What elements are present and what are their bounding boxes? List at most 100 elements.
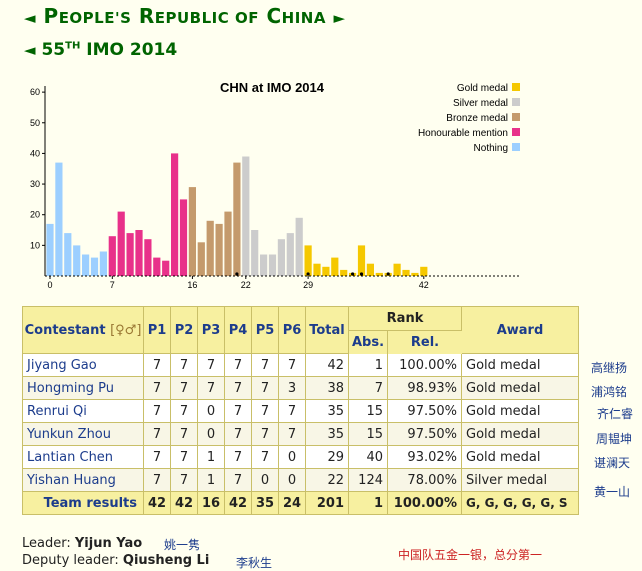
header-p2[interactable]: P2: [171, 307, 198, 354]
bar: [144, 239, 152, 276]
problem-score: 7: [225, 469, 252, 492]
deputy-name: Qiusheng Li: [122, 553, 210, 568]
problem-score: 7: [252, 423, 279, 446]
header-award[interactable]: Award: [462, 307, 578, 354]
y-tick-label: 40: [30, 148, 40, 158]
bar: [82, 254, 90, 276]
leader-name: Yijun Yao: [74, 536, 143, 551]
legend-swatch: [512, 98, 520, 106]
award: Gold medal: [462, 446, 578, 469]
bar: [260, 254, 268, 276]
bar: [108, 236, 116, 276]
competition-title: ◄ 55TH IMO 2014: [24, 40, 177, 60]
legend-label: Gold medal: [457, 83, 508, 94]
problem-score: 7: [252, 377, 279, 400]
contestant-cn-name: 黄一山: [594, 485, 631, 499]
title-part: EPUBLIC OF: [154, 9, 259, 27]
problem-score: 7: [171, 400, 198, 423]
contestant-name[interactable]: Jiyang Gao: [23, 354, 144, 377]
baseline-marker: [359, 272, 364, 276]
rank-absolute: 40: [349, 446, 388, 469]
title-part: HINA: [281, 9, 326, 27]
problem-score: 0: [279, 446, 306, 469]
contestant-cn-name: 谌澜天: [594, 456, 631, 470]
contestant-name[interactable]: Lantian Chen: [23, 446, 144, 469]
header-contestant[interactable]: Contestant [♀♂]: [23, 307, 144, 354]
x-tick-label: 29: [303, 280, 313, 288]
leader-line: Leader: Yijun Yao: [22, 536, 142, 551]
rank-relative: 97.50%: [388, 423, 462, 446]
problem-score: 0: [198, 423, 225, 446]
header-rank: Rank: [349, 307, 462, 332]
header-rank-abs[interactable]: Abs.: [349, 331, 388, 354]
bar: [117, 211, 125, 276]
legend-label: Nothing: [474, 143, 508, 154]
problem-score: 7: [198, 377, 225, 400]
title-letter: P: [43, 4, 59, 28]
right-arrow-icon[interactable]: ►: [333, 9, 346, 27]
award: Silver medal: [462, 469, 578, 492]
total-score: 35: [306, 400, 349, 423]
problem-score: 7: [198, 354, 225, 377]
deputy-line: Deputy leader: Qiusheng Li: [22, 553, 209, 568]
bar: [286, 233, 294, 276]
bar: [268, 254, 277, 276]
title-part: EOPLE'S: [58, 9, 132, 27]
team-rank-absolute: 1: [349, 492, 388, 514]
problem-score: 7: [144, 377, 171, 400]
problem-score: 7: [171, 446, 198, 469]
title-letter: C: [266, 4, 282, 28]
problem-score: 7: [225, 354, 252, 377]
x-tick-label: 22: [241, 280, 251, 288]
x-tick-label: 0: [47, 280, 52, 288]
results-table: Contestant [♀♂] P1 P2 P3 P4 P5 P6 Total …: [22, 306, 579, 515]
left-arrow-icon[interactable]: ◄: [24, 9, 37, 27]
baseline-marker: [306, 272, 310, 276]
table-row: Hongming Pu 7 7 7 7 7 3 38 7 98.93% Gold medal: [23, 377, 578, 400]
total-score: 35: [306, 423, 349, 446]
problem-score: 7: [225, 377, 252, 400]
header-p1[interactable]: P1: [144, 307, 171, 354]
gender-icon[interactable]: [♀♂]: [110, 322, 142, 338]
edition-number: 55: [41, 40, 66, 60]
table-row: Jiyang Gao 7 7 7 7 7 7 42 1 100.00% Gold medal: [23, 354, 578, 377]
contestant-name[interactable]: Yishan Huang: [23, 469, 144, 492]
rank-relative: 78.00%: [388, 469, 462, 492]
award: Gold medal: [462, 354, 578, 377]
header-p3[interactable]: P3: [198, 307, 225, 354]
problem-score: 7: [225, 446, 252, 469]
contestant-name[interactable]: Yunkun Zhou: [23, 423, 144, 446]
contestant-cn-name: 浦鸿铭: [591, 385, 628, 399]
rank-absolute: 1: [349, 354, 388, 377]
header-rank-rel[interactable]: Rel.: [388, 331, 462, 354]
team-results-label: Team results: [23, 492, 144, 514]
header-total[interactable]: Total: [306, 307, 349, 354]
bar: [197, 242, 205, 276]
bar: [99, 251, 107, 276]
total-score: 29: [306, 446, 349, 469]
team-problem-score: 16: [198, 492, 225, 514]
problem-score: 3: [279, 377, 306, 400]
legend-label: Silver medal: [453, 98, 508, 109]
chart-title: CHN at IMO 2014: [220, 80, 325, 95]
rank-relative: 98.93%: [388, 377, 462, 400]
contestant-name[interactable]: Renrui Qi: [23, 400, 144, 423]
team-problem-score: 42: [225, 492, 252, 514]
legend-swatch: [512, 83, 520, 91]
title-letter: R: [138, 4, 155, 28]
rank-absolute: 124: [349, 469, 388, 492]
leader-label: Leader:: [22, 536, 71, 551]
problem-score: 7: [144, 469, 171, 492]
contestant-cn-name: 高继扬: [591, 361, 628, 375]
bar: [295, 217, 303, 276]
bar: [420, 266, 428, 276]
bar: [55, 162, 63, 276]
header-p5[interactable]: P5: [252, 307, 279, 354]
bar: [46, 223, 54, 276]
contestant-name[interactable]: Hongming Pu: [23, 377, 144, 400]
left-arrow-icon[interactable]: ◄: [24, 41, 36, 59]
award: Gold medal: [462, 377, 578, 400]
header-p6[interactable]: P6: [279, 307, 306, 354]
bar: [233, 162, 241, 276]
header-p4[interactable]: P4: [225, 307, 252, 354]
